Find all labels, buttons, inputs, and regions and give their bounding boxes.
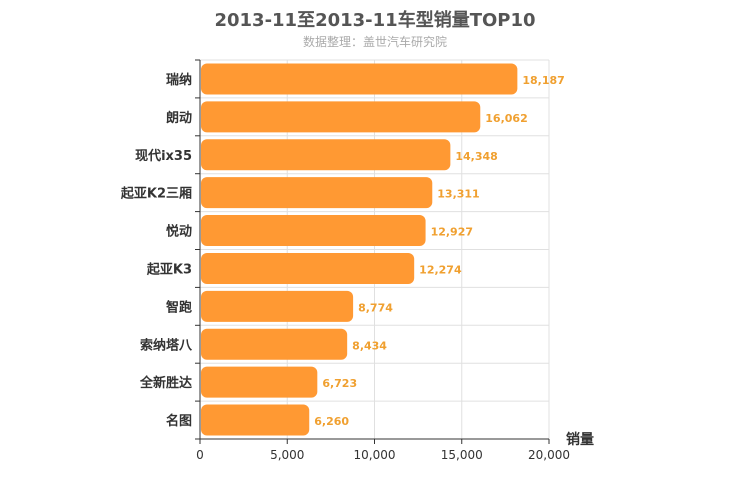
category-label: 瑞纳 <box>166 72 192 88</box>
value-label: 12,927 <box>431 226 473 239</box>
x-tick-label: 10,000 <box>354 448 396 462</box>
value-label: 13,311 <box>437 188 479 201</box>
bar <box>201 215 426 247</box>
value-label: 16,062 <box>485 112 527 125</box>
chart-subtitle: 数据整理：盖世汽车研究院 <box>302 35 447 49</box>
value-label: 8,774 <box>358 301 393 314</box>
category-label: 智跑 <box>166 299 192 315</box>
value-label: 18,187 <box>522 74 564 87</box>
category-label: 朗动 <box>166 110 192 126</box>
category-label: 起亚K3 <box>146 261 192 277</box>
chart-title: 2013-11至2013-11车型销量TOP10 <box>214 10 536 31</box>
x-tick-label: 15,000 <box>441 448 483 462</box>
category-label: 名图 <box>166 413 192 429</box>
category-label: 现代ix35 <box>135 148 192 164</box>
value-label: 14,348 <box>455 150 497 163</box>
value-label: 6,723 <box>322 377 357 390</box>
value-label: 6,260 <box>314 415 349 428</box>
bar <box>201 290 354 322</box>
x-tick-label: 20,000 <box>528 448 570 462</box>
value-label: 8,434 <box>352 339 387 352</box>
bar <box>201 63 518 95</box>
bar <box>201 404 310 436</box>
category-label: 全新胜达 <box>139 375 192 391</box>
category-label: 悦动 <box>166 224 192 240</box>
bar <box>201 139 451 171</box>
bar <box>201 252 415 284</box>
bar <box>201 101 481 133</box>
bars: 18,187 16,062 14,348 13,311 12,927 12,274 8,77… <box>201 63 565 436</box>
category-label: 起亚K2三厢 <box>120 186 192 202</box>
bar <box>201 328 348 360</box>
x-tick-label: 5,000 <box>270 448 304 462</box>
bar <box>201 366 318 398</box>
x-axis-title: 销量 <box>566 431 594 448</box>
value-label: 12,274 <box>419 263 462 276</box>
bar <box>201 177 433 209</box>
x-tick-label: 0 <box>196 448 204 462</box>
category-label: 索纳塔八 <box>140 337 193 353</box>
